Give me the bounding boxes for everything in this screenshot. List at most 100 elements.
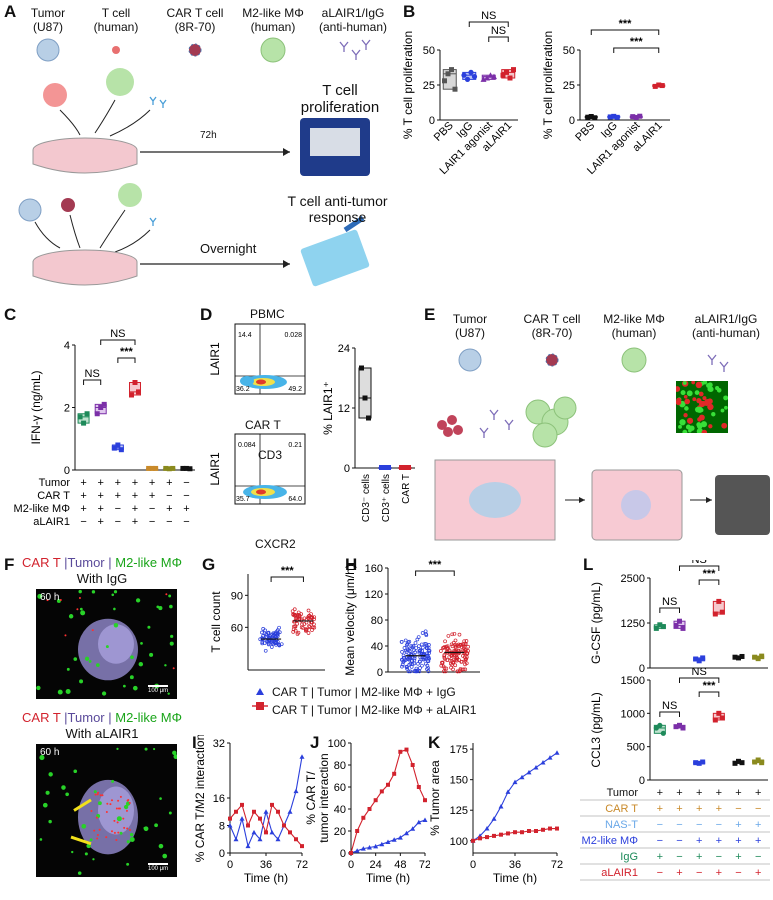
tumor-cell-icon xyxy=(36,38,60,62)
data-point xyxy=(405,647,410,652)
cart-cell xyxy=(91,629,94,632)
antibody-icon xyxy=(707,354,729,372)
data-point xyxy=(400,650,404,654)
m2-cell xyxy=(126,840,130,844)
data-point xyxy=(554,750,560,755)
y-tick-label: 80 xyxy=(334,760,346,772)
row-mark: + xyxy=(149,477,155,489)
y-axis-label: T cell count xyxy=(209,591,223,653)
quad-ur: 0.028 xyxy=(284,332,302,339)
m2-cell xyxy=(37,593,43,599)
f-time-top: 60 h xyxy=(40,592,60,603)
m2-cell xyxy=(168,811,172,815)
data-point xyxy=(752,759,758,765)
m2-cell xyxy=(126,862,130,866)
thumb-cell xyxy=(698,414,705,421)
e-cell-m2: M2-like MΦ (human) xyxy=(603,312,665,340)
row-mark: + xyxy=(676,787,682,799)
m2-cell xyxy=(113,607,116,611)
f-title-top: CAR T |Tumor | M2-like MΦ xyxy=(22,555,182,570)
y-tick-label: 8 xyxy=(219,821,225,833)
row-mark: + xyxy=(696,803,702,815)
data-point xyxy=(84,411,90,417)
f-image-igg: 60 h 100 μm xyxy=(36,589,177,699)
f-sub-top: With IgG xyxy=(76,571,128,586)
data-point xyxy=(491,816,497,821)
data-point xyxy=(420,663,424,668)
a-cell-antibody: aLAIR1/IgG (anti-human) xyxy=(318,6,388,34)
row-mark: − xyxy=(735,867,741,879)
y-tick-label: 175 xyxy=(450,744,468,756)
data-point xyxy=(260,640,265,645)
thumb-cell xyxy=(696,428,703,433)
data-point xyxy=(180,465,186,471)
panel-label-b: B xyxy=(403,2,416,21)
cart-cell xyxy=(106,802,109,805)
data-point xyxy=(439,649,443,653)
annot-1-bracket xyxy=(83,379,102,385)
y-axis-label: % Tumor area xyxy=(428,760,442,836)
flow-density xyxy=(256,489,266,495)
data-point xyxy=(297,614,302,618)
data-point xyxy=(492,833,496,838)
data-point xyxy=(657,722,663,728)
data-point xyxy=(233,836,239,842)
m2-cell xyxy=(152,747,156,751)
x-tick-label: 24 xyxy=(370,859,382,871)
data-point xyxy=(637,113,643,119)
data-point xyxy=(716,598,722,604)
y-tick-label: 150 xyxy=(450,775,468,787)
row-mark: − xyxy=(115,503,121,515)
m2-cell xyxy=(101,691,107,696)
f-scalebar-bottom xyxy=(148,863,168,865)
row-mark: − xyxy=(183,490,189,502)
data-point xyxy=(442,654,447,659)
data-point xyxy=(366,415,371,421)
m2-cell xyxy=(65,792,69,797)
data-point xyxy=(450,653,455,658)
data-point xyxy=(526,769,532,775)
data-point xyxy=(712,717,718,723)
m2-cell xyxy=(113,590,118,594)
m2-cell xyxy=(105,645,109,649)
data-point xyxy=(417,659,422,664)
y-tick-label: 125 xyxy=(450,805,468,817)
data-point xyxy=(759,653,765,659)
data-point xyxy=(81,420,87,426)
data-point xyxy=(310,615,314,620)
data-point xyxy=(498,804,504,809)
data-point xyxy=(656,82,662,88)
data-point xyxy=(507,75,513,81)
data-point xyxy=(373,843,379,849)
data-point xyxy=(362,395,368,401)
f-title-bottom: CAR T |Tumor | M2-like MΦ xyxy=(22,710,182,725)
data-point xyxy=(585,114,591,120)
row-mark: − xyxy=(716,819,722,831)
data-point xyxy=(306,608,311,613)
row-label: M2-like MΦ xyxy=(582,835,639,847)
data-point xyxy=(293,624,298,629)
data-point xyxy=(736,655,741,661)
cart-cell xyxy=(46,599,49,602)
data-point xyxy=(451,667,455,672)
m2-cell xyxy=(169,641,174,646)
data-point xyxy=(480,76,487,82)
cart-cell xyxy=(113,819,116,822)
data-point xyxy=(252,809,256,814)
row-mark: + xyxy=(80,490,86,502)
m2-cell xyxy=(140,642,143,645)
cart-cell-icon xyxy=(545,353,559,367)
y-axis-label: IFN-γ (ng/mL) xyxy=(29,370,43,444)
data-point xyxy=(414,646,419,650)
data-point xyxy=(118,447,124,453)
data-point xyxy=(406,669,411,674)
thumb-cell xyxy=(689,425,695,431)
e-cell-cart: CAR T cell (8R-70) xyxy=(523,312,581,340)
annot-label: *** xyxy=(281,565,295,577)
row-mark: + xyxy=(657,803,663,815)
chart-d: 0 12 24 % LAIR1⁺ CD3⁻ cells CD3⁺ cells CAR T xyxy=(321,343,415,522)
data-point xyxy=(453,644,458,649)
thumb-cell xyxy=(720,408,725,413)
row-mark: + xyxy=(755,787,761,799)
data-point xyxy=(414,666,419,671)
